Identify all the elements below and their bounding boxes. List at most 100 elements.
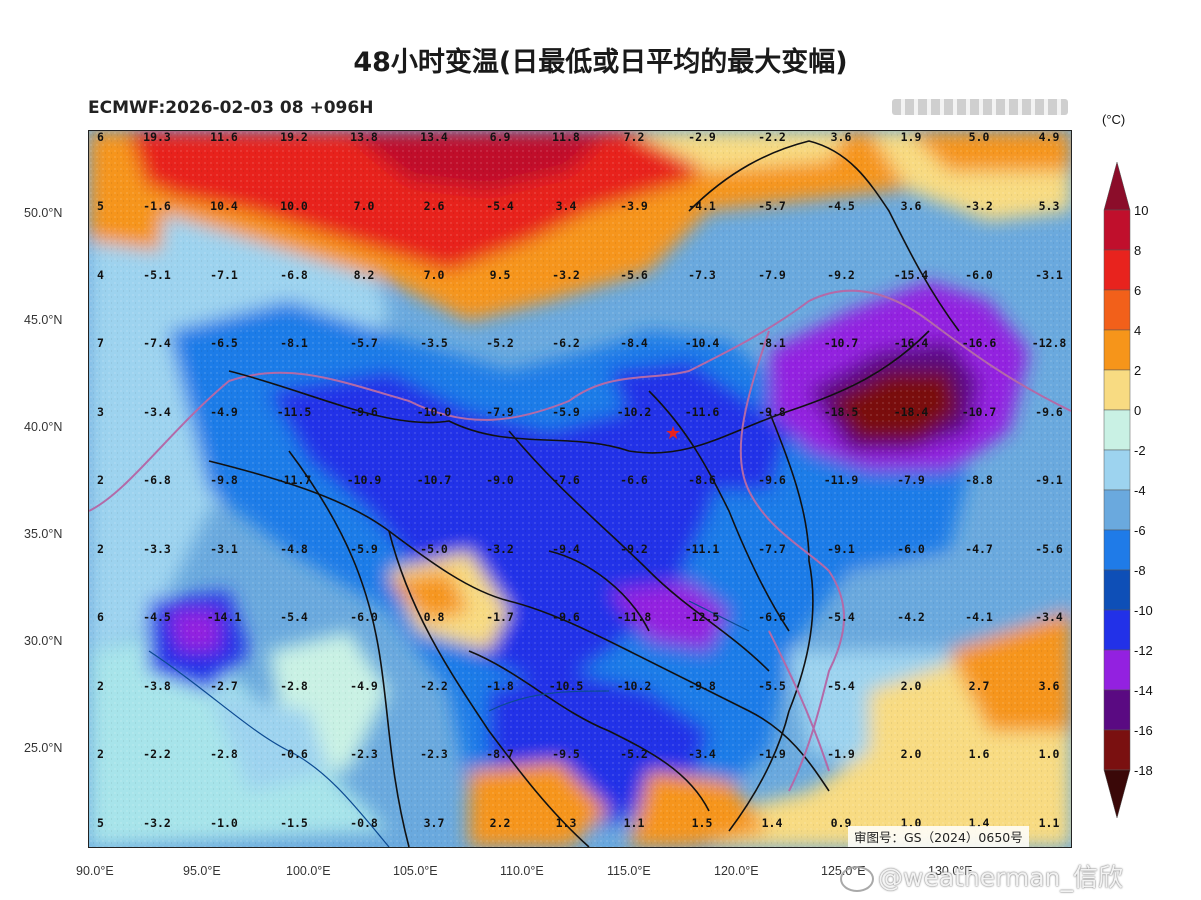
map-value: -2.2 xyxy=(143,747,171,761)
map-value: -6.6 xyxy=(620,473,648,487)
lon-label: 120.0°E xyxy=(714,864,759,878)
map-value: -7.9 xyxy=(897,473,925,487)
colorbar-segment xyxy=(1103,649,1131,691)
map-value: -4.5 xyxy=(827,199,855,213)
map-value: -10.7 xyxy=(417,473,452,487)
map-value: 3 xyxy=(97,405,104,419)
map-value: -3.8 xyxy=(143,679,171,693)
map-value: -6.8 xyxy=(143,473,171,487)
map-value: 1.9 xyxy=(901,131,922,144)
map-value: -5.9 xyxy=(552,405,580,419)
map-value: -14.1 xyxy=(207,610,242,624)
map-value: 3.7 xyxy=(424,816,445,830)
map-value: 1.6 xyxy=(969,747,990,761)
map-value: 11.6 xyxy=(210,131,238,144)
map-value: -4.2 xyxy=(897,610,925,624)
colorbar-unit: (°C) xyxy=(1102,112,1125,127)
map-value: 2 xyxy=(97,679,104,693)
map-value: 5.3 xyxy=(1039,199,1060,213)
map-value: -2.8 xyxy=(280,679,308,693)
lon-label: 90.0°E xyxy=(76,864,114,878)
map-value: -0.8 xyxy=(350,816,378,830)
boundary-lines xyxy=(89,140,1071,847)
colorbar-segment xyxy=(1103,449,1131,491)
map-value: -8.1 xyxy=(758,336,786,350)
review-number: 审图号：GS（2024）0650号 xyxy=(848,826,1029,847)
map-value: 2.0 xyxy=(901,747,922,761)
map-value: -10.9 xyxy=(347,473,382,487)
map-value: -4.9 xyxy=(350,679,378,693)
lat-label: 50.0°N xyxy=(24,206,63,220)
lat-label: 25.0°N xyxy=(24,741,63,755)
map-value: 9.5 xyxy=(490,268,511,282)
map-value: -8.4 xyxy=(620,336,648,350)
map-value: -3.2 xyxy=(552,268,580,282)
map-value: -9.8 xyxy=(688,679,716,693)
map-value: -9.1 xyxy=(1035,473,1063,487)
map-panel[interactable]: ★ 6 19.3 11.6 19.2 13.8 13.4 6.9 11.8 7.2 -2.9 -2.… xyxy=(88,130,1072,848)
colorbar-segment xyxy=(1103,249,1131,291)
map-value: -10.0 xyxy=(417,405,452,419)
masked-logo xyxy=(892,99,1068,115)
map-value: -9.0 xyxy=(486,473,514,487)
map-value: -5.5 xyxy=(758,679,786,693)
map-value: -3.2 xyxy=(143,816,171,830)
map-value: 3.6 xyxy=(901,199,922,213)
map-value: 1.0 xyxy=(1039,747,1060,761)
lon-label: 95.0°E xyxy=(183,864,221,878)
map-value: 6 xyxy=(97,610,104,624)
map-value: -2.3 xyxy=(420,747,448,761)
map-value: -9.6 xyxy=(552,610,580,624)
map-value: -5.4 xyxy=(280,610,308,624)
lat-label: 40.0°N xyxy=(24,420,63,434)
map-value: 2 xyxy=(97,473,104,487)
colorbar-segment xyxy=(1103,161,1131,211)
map-value: -7.7 xyxy=(758,542,786,556)
map-value: -11.6 xyxy=(685,405,720,419)
map-value: 2.2 xyxy=(490,816,511,830)
lon-label: 110.0°E xyxy=(500,864,544,878)
watermark: @weatherman_信欣 xyxy=(840,858,1123,894)
capital-star-icon: ★ xyxy=(665,423,681,444)
colorbar-segment xyxy=(1103,769,1131,819)
map-value: -10.2 xyxy=(617,405,652,419)
map-value: 11.8 xyxy=(552,131,580,144)
lon-label: 130.0°E xyxy=(928,864,973,878)
map-value: 2.7 xyxy=(969,679,990,693)
map-value: -2.3 xyxy=(350,747,378,761)
map-value: 7.0 xyxy=(354,199,375,213)
map-value: 4 xyxy=(97,268,104,282)
map-value: -4.9 xyxy=(210,405,238,419)
map-value: -9.4 xyxy=(552,542,580,556)
colorbar-level-label: 2 xyxy=(1134,363,1141,378)
weibo-icon xyxy=(840,866,874,892)
map-value: -5.4 xyxy=(827,610,855,624)
colorbar-segment xyxy=(1103,489,1131,531)
colorbar-level-label: -8 xyxy=(1134,563,1146,578)
map-value: 0.9 xyxy=(831,816,852,830)
map-value: -18.5 xyxy=(824,405,859,419)
lon-label: 115.0°E xyxy=(607,864,651,878)
map-value: -11.7 xyxy=(277,473,312,487)
map-value: -1.0 xyxy=(210,816,238,830)
map-value: -5.4 xyxy=(827,679,855,693)
colorbar-segment xyxy=(1103,409,1131,451)
map-value: -3.2 xyxy=(486,542,514,556)
map-value: 6.9 xyxy=(490,131,511,144)
map-value: -3.3 xyxy=(143,542,171,556)
map-value: -6.5 xyxy=(210,336,238,350)
map-value: 7 xyxy=(97,336,104,350)
map-value: -3.9 xyxy=(620,199,648,213)
map-value: -4.8 xyxy=(280,542,308,556)
map-value: -7.1 xyxy=(210,268,238,282)
map-value: 8.2 xyxy=(354,268,375,282)
map-value: -8.7 xyxy=(486,747,514,761)
map-value: -8.1 xyxy=(280,336,308,350)
map-value: -3.4 xyxy=(688,747,716,761)
map-value: 10.0 xyxy=(280,199,308,213)
colorbar-segment xyxy=(1103,529,1131,571)
map-value: -2.2 xyxy=(758,131,786,144)
map-value: 3.6 xyxy=(1039,679,1060,693)
map-value: -7.9 xyxy=(486,405,514,419)
colorbar-level-label: -14 xyxy=(1134,683,1153,698)
